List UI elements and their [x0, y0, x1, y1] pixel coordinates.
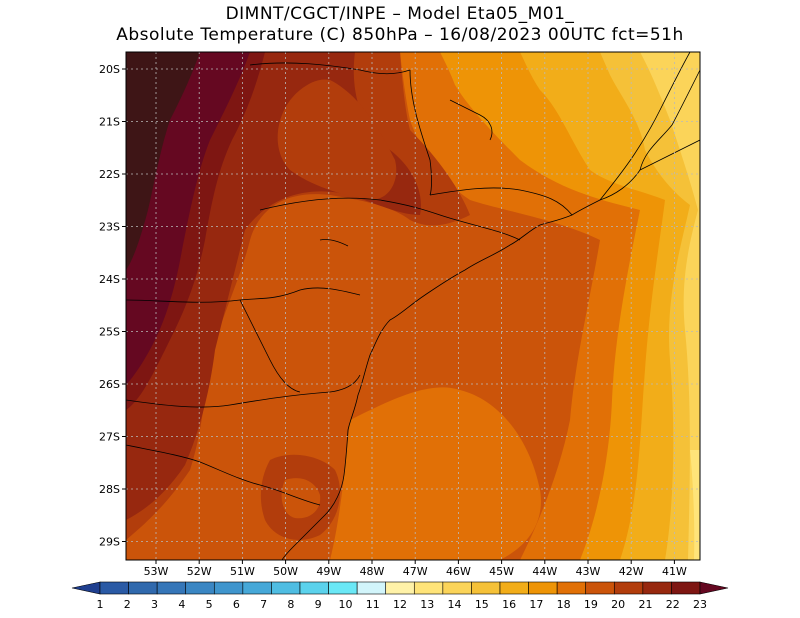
colorbar-label: 17	[529, 598, 543, 611]
colorbar-swatch	[471, 581, 501, 595]
colorbar-swatch	[128, 581, 158, 595]
colorbar-swatch	[328, 581, 358, 595]
colorbar-label: 23	[693, 598, 707, 611]
colorbar-label: 14	[448, 598, 462, 611]
colorbar: 1 2 3 4 5 6 7 8 9 10 11 12 13 14 15 16 17 18 19 20 21 22 23	[71, 581, 729, 611]
lon-tick-label: 52W	[187, 565, 212, 578]
colorbar-label: 5	[206, 598, 213, 611]
colorbar-swatch	[356, 581, 387, 595]
colorbar-label: 1	[97, 598, 104, 611]
state-border-7	[126, 444, 321, 506]
colorbar-label: 4	[178, 598, 185, 611]
field-19-south-inset	[281, 478, 321, 519]
latitude-axis: 20S 21S 22S 23S 24S 25S 26S 27S 28S 29S	[99, 63, 126, 549]
lat-tick-label: 29S	[99, 536, 120, 549]
lat-tick-label: 24S	[99, 273, 120, 286]
lon-tick-label: 50W	[273, 565, 298, 578]
lon-tick-label: 51W	[230, 565, 255, 578]
state-border-8	[239, 299, 301, 393]
field-13-east	[690, 450, 700, 560]
field-20-patch	[277, 79, 397, 200]
lat-tick-label: 26S	[99, 378, 120, 391]
state-border-4	[409, 69, 432, 196]
colorbar-label: 18	[557, 598, 571, 611]
colorbar-swatch	[613, 581, 644, 595]
colorbar-swatch	[213, 581, 244, 595]
colorbar-swatch	[671, 581, 701, 595]
colorbar-label: 21	[638, 598, 652, 611]
colorbar-label: 10	[338, 598, 352, 611]
colorbar-swatch	[585, 581, 615, 595]
colorbar-label: 15	[475, 598, 489, 611]
colorbar-label: 8	[287, 598, 294, 611]
longitude-axis: 53W 52W 51W 50W 49W 48W 47W 46W 45W 44W 43W 42W 41W	[144, 560, 687, 578]
state-border-10	[639, 139, 700, 171]
field-24-west	[126, 52, 200, 270]
field-18-south	[330, 387, 541, 560]
lon-tick-label: 41W	[662, 565, 687, 578]
state-border-1	[429, 187, 573, 216]
coastline	[281, 69, 700, 560]
colorbar-label: 12	[393, 598, 407, 611]
lat-tick-label: 20S	[99, 63, 120, 76]
colorbar-swatch	[385, 581, 415, 595]
colorbar-swatch	[556, 581, 587, 595]
field-16-east	[520, 52, 700, 560]
lon-tick-label: 43W	[576, 565, 601, 578]
state-border-2	[259, 197, 521, 241]
colorbar-label: 13	[420, 598, 434, 611]
lat-tick-label: 21S	[99, 116, 120, 129]
state-border-5	[126, 287, 361, 303]
lon-tick-label: 49W	[316, 565, 341, 578]
colorbar-arrow-left	[71, 581, 101, 595]
colorbar-label: 22	[666, 598, 680, 611]
lat-tick-label: 22S	[99, 168, 120, 181]
lon-tick-label: 47W	[403, 565, 428, 578]
graticule	[126, 52, 700, 560]
colorbar-swatch	[528, 581, 558, 595]
field-15-east	[600, 52, 700, 560]
colorbar-swatch	[185, 581, 215, 595]
temperature-field	[126, 52, 700, 560]
colorbar-swatch	[499, 581, 529, 595]
lon-tick-label: 44W	[532, 565, 557, 578]
colorbar-label: 16	[502, 598, 516, 611]
reservoir-1	[449, 99, 493, 141]
boundaries	[126, 52, 700, 560]
plot-frame	[125, 51, 701, 561]
state-border-6	[126, 374, 361, 408]
reservoir-2	[319, 239, 349, 247]
state-border-9	[599, 52, 691, 201]
colorbar-swatch	[156, 581, 187, 595]
colorbar-swatch	[442, 581, 472, 595]
colorbar-label: 19	[584, 598, 598, 611]
colorbar-swatch	[642, 581, 672, 595]
lat-tick-label: 27S	[99, 431, 120, 444]
colorbar-label: 9	[315, 598, 322, 611]
colorbar-label: 3	[151, 598, 158, 611]
colorbar-label: 6	[233, 598, 240, 611]
colorbar-arrow-right	[699, 581, 729, 595]
colorbar-label: 20	[611, 598, 625, 611]
map-title-line-2: Absolute Temperature (C) 850hPa – 16/08/…	[116, 25, 684, 45]
colorbar-swatch	[413, 581, 444, 595]
colorbar-swatch	[271, 581, 301, 595]
lat-tick-label: 28S	[99, 483, 120, 496]
colorbar-swatch	[99, 581, 129, 595]
colorbar-label: 11	[366, 598, 380, 611]
lon-tick-label: 45W	[489, 565, 514, 578]
colorbar-swatch	[299, 581, 329, 595]
lon-tick-label: 53W	[144, 565, 169, 578]
lon-tick-label: 42W	[619, 565, 644, 578]
lon-tick-label: 46W	[446, 565, 471, 578]
lon-tick-label: 48W	[360, 565, 385, 578]
state-border-3	[249, 62, 411, 75]
colorbar-swatch	[242, 581, 272, 595]
lat-tick-label: 23S	[99, 221, 120, 234]
lat-tick-label: 25S	[99, 326, 120, 339]
colorbar-label: 2	[124, 598, 131, 611]
colorbar-label: 7	[260, 598, 267, 611]
map-title-line-1: DIMNT/CGCT/INPE – Model Eta05_M01_	[225, 4, 575, 24]
